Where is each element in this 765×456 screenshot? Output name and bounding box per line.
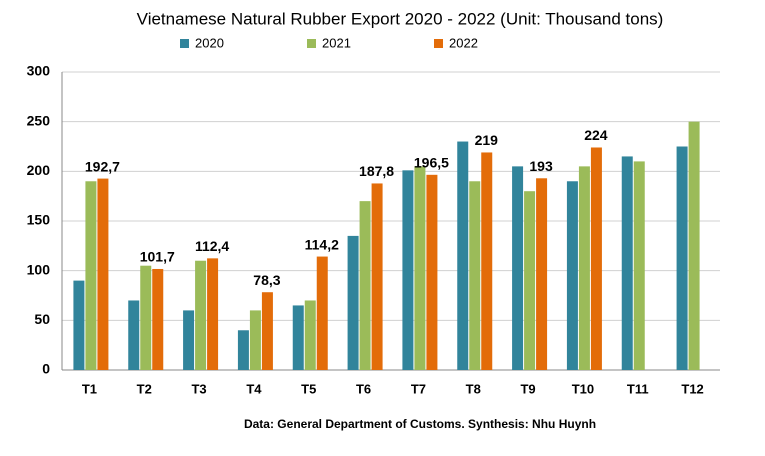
x-tick-label: T11 (627, 381, 649, 396)
bar (414, 166, 426, 370)
bar (304, 300, 316, 370)
legend-swatch (434, 39, 443, 48)
legend-label: 2021 (322, 35, 351, 50)
data-label: 114,2 (305, 236, 339, 252)
bar (347, 235, 359, 370)
y-tick-label: 250 (27, 112, 51, 128)
data-label: 187,8 (359, 163, 394, 179)
y-tick-label: 300 (27, 63, 51, 79)
bar (481, 152, 493, 370)
bar (249, 310, 261, 370)
x-tick-label: T2 (137, 381, 152, 396)
bar (688, 121, 700, 371)
y-tick-label: 200 (27, 162, 51, 178)
bar (73, 280, 85, 370)
bar (359, 201, 371, 370)
x-tick-label: T3 (191, 381, 206, 396)
bar (316, 256, 328, 370)
data-label: 112,4 (195, 238, 229, 254)
bar (237, 330, 249, 370)
bar (292, 305, 304, 370)
bar (183, 310, 195, 370)
bar (469, 181, 481, 370)
data-label: 219 (475, 132, 499, 148)
x-tick-label: T12 (681, 381, 703, 396)
source-note: Data: General Department of Customs. Syn… (244, 417, 596, 431)
bar (457, 141, 469, 370)
y-tick-label: 150 (27, 212, 51, 228)
bar (536, 178, 548, 370)
data-label: 192,7 (85, 158, 120, 174)
bar (128, 300, 140, 370)
bar (676, 146, 688, 370)
x-tick-label: T1 (82, 381, 97, 396)
bar (195, 260, 207, 370)
bar (261, 292, 273, 370)
data-label: 78,3 (253, 272, 280, 288)
bar (426, 174, 438, 370)
chart-title: Vietnamese Natural Rubber Export 2020 - … (137, 9, 664, 28)
bar (524, 191, 536, 370)
y-tick-label: 0 (42, 361, 50, 377)
bar (371, 183, 383, 370)
data-label: 224 (584, 127, 608, 143)
y-tick-label: 100 (27, 261, 51, 277)
bar (85, 181, 97, 370)
x-tick-label: T4 (246, 381, 262, 396)
bar (140, 265, 152, 370)
bar (207, 258, 219, 370)
x-tick-label: T9 (520, 381, 535, 396)
bar (578, 166, 590, 370)
bar (512, 166, 524, 370)
legend-label: 2020 (195, 35, 224, 50)
bar (621, 156, 633, 370)
x-tick-label: T10 (572, 381, 594, 396)
data-label: 196,5 (414, 155, 449, 171)
bar (633, 161, 645, 370)
bar (97, 178, 109, 370)
x-tick-label: T8 (466, 381, 481, 396)
legend-swatch (307, 39, 316, 48)
legend-swatch (180, 39, 189, 48)
bar (152, 268, 164, 370)
legend-label: 2022 (449, 35, 478, 50)
y-tick-label: 50 (34, 311, 50, 327)
x-tick-label: T7 (411, 381, 426, 396)
data-label: 193 (529, 158, 553, 174)
x-tick-label: T5 (301, 381, 316, 396)
bar (590, 147, 602, 370)
bar (566, 181, 578, 370)
data-label: 101,7 (140, 249, 175, 265)
bar (402, 170, 414, 370)
x-tick-label: T6 (356, 381, 371, 396)
